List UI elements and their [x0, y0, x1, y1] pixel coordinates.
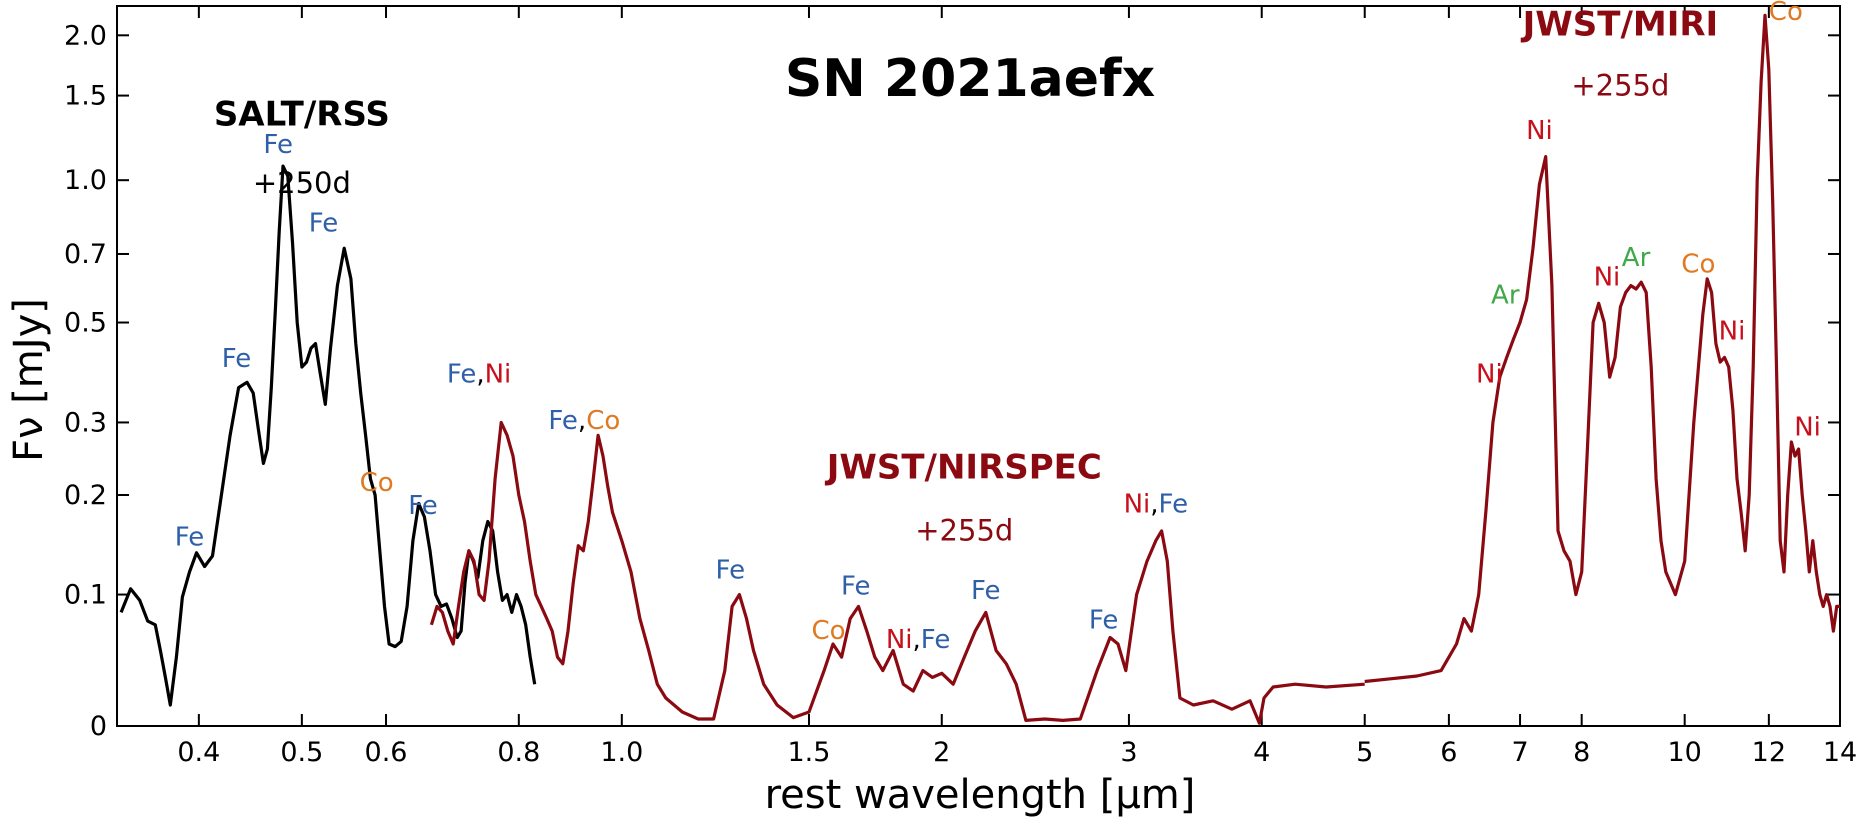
x-tick-label: 1.0 [600, 737, 643, 768]
x-tick-label: 0.6 [365, 737, 408, 768]
instrument-name: JWST/NIRSPEC [825, 448, 1102, 488]
instrument-name: JWST/MIRI [1521, 4, 1719, 44]
line-id-label: Co [812, 616, 846, 646]
x-tick-label: 10 [1668, 737, 1702, 768]
instrument-name: SALT/RSS [214, 94, 390, 134]
line-id-label: Fe [1089, 606, 1119, 636]
x-tick-label: 0.5 [280, 737, 323, 768]
chart-title: SN 2021aefx [785, 49, 1155, 109]
x-axis-title: rest wavelength [μm] [765, 772, 1196, 818]
y-tick-label: 0.5 [64, 308, 107, 339]
line-id-label: Fe [971, 576, 1001, 606]
instrument-epoch: +255d [915, 514, 1013, 548]
x-tick-label: 12 [1752, 737, 1786, 768]
x-tick-label: 6 [1440, 737, 1457, 768]
line-id-label: Fe [263, 130, 293, 160]
y-tick-label: 0 [90, 711, 107, 742]
line-id-label: Ni [1794, 412, 1821, 442]
line-id-label: Ni [1594, 263, 1621, 293]
x-tick-label: 5 [1356, 737, 1373, 768]
line-id-label: Ar [1622, 243, 1651, 273]
spectrum-series [119, 13, 1840, 725]
plot-axes: 0.4 0.5 0.6 0.8 1.0 1.5 2 3 4 5 6 7 8 10 12 14 0 0.1 0.2 0.… [64, 5, 1857, 768]
y-tick-label: 0.1 [64, 580, 107, 611]
x-tick-label: 0.4 [177, 737, 220, 768]
series-line-jwst-nirspec [429, 420, 1365, 725]
series-line-salt-rss [119, 164, 537, 707]
instrument-labels: SALT/RSS +250d JWST/NIRSPEC +255d JWST/MIRI +… [214, 4, 1718, 547]
series-line-jwst-miri [1364, 13, 1840, 684]
line-id-label: Fe [841, 572, 871, 602]
x-tick-label: 3 [1120, 737, 1137, 768]
y-tick-label: 2.0 [64, 20, 107, 51]
y-tick-label: 0.2 [64, 480, 107, 511]
line-id-label: Ni [1476, 359, 1503, 389]
instrument-epoch: +250d [253, 166, 351, 200]
line-id-label: Fe,Ni [447, 359, 511, 389]
line-id-label: Fe [716, 556, 746, 586]
y-tick-label: 1.5 [64, 81, 107, 112]
line-id-label: Ni,Fe [1124, 489, 1188, 519]
x-tick-label: 14 [1823, 737, 1857, 768]
x-tick-label: 0.8 [497, 737, 540, 768]
line-annotations: Fe Fe Fe Fe Co Fe Fe,Ni Fe,Co Fe Co Fe Ni,Fe Fe Fe Ni,… [175, 0, 1821, 655]
line-id-label: Ni [1526, 116, 1553, 146]
line-id-label: Co [360, 468, 394, 498]
line-id-label: Co [1769, 0, 1803, 27]
line-id-label: Ni [1719, 316, 1746, 346]
plot-frame [116, 5, 1841, 727]
line-id-label: Ni,Fe [886, 625, 950, 655]
line-id-label: Fe [408, 491, 438, 521]
x-tick-label: 2 [933, 737, 950, 768]
line-id-label: Fe [222, 344, 252, 374]
line-id-label: Co [1681, 249, 1715, 279]
x-tick-label: 4 [1253, 737, 1270, 768]
instrument-epoch: +255d [1571, 69, 1669, 103]
x-tick-label: 7 [1511, 737, 1528, 768]
line-id-label: Fe,Co [548, 406, 620, 436]
y-tick-label: 0.3 [64, 407, 107, 438]
line-id-label: Ar [1491, 280, 1520, 310]
x-tick-label: 1.5 [788, 737, 831, 768]
y-axis-title: Fν [mJy] [6, 298, 52, 462]
x-tick-label: 8 [1573, 737, 1590, 768]
y-tick-label: 0.7 [64, 239, 107, 270]
line-id-label: Fe [309, 209, 339, 239]
line-id-label: Fe [175, 523, 205, 553]
y-tick-label: 1.0 [64, 165, 107, 196]
